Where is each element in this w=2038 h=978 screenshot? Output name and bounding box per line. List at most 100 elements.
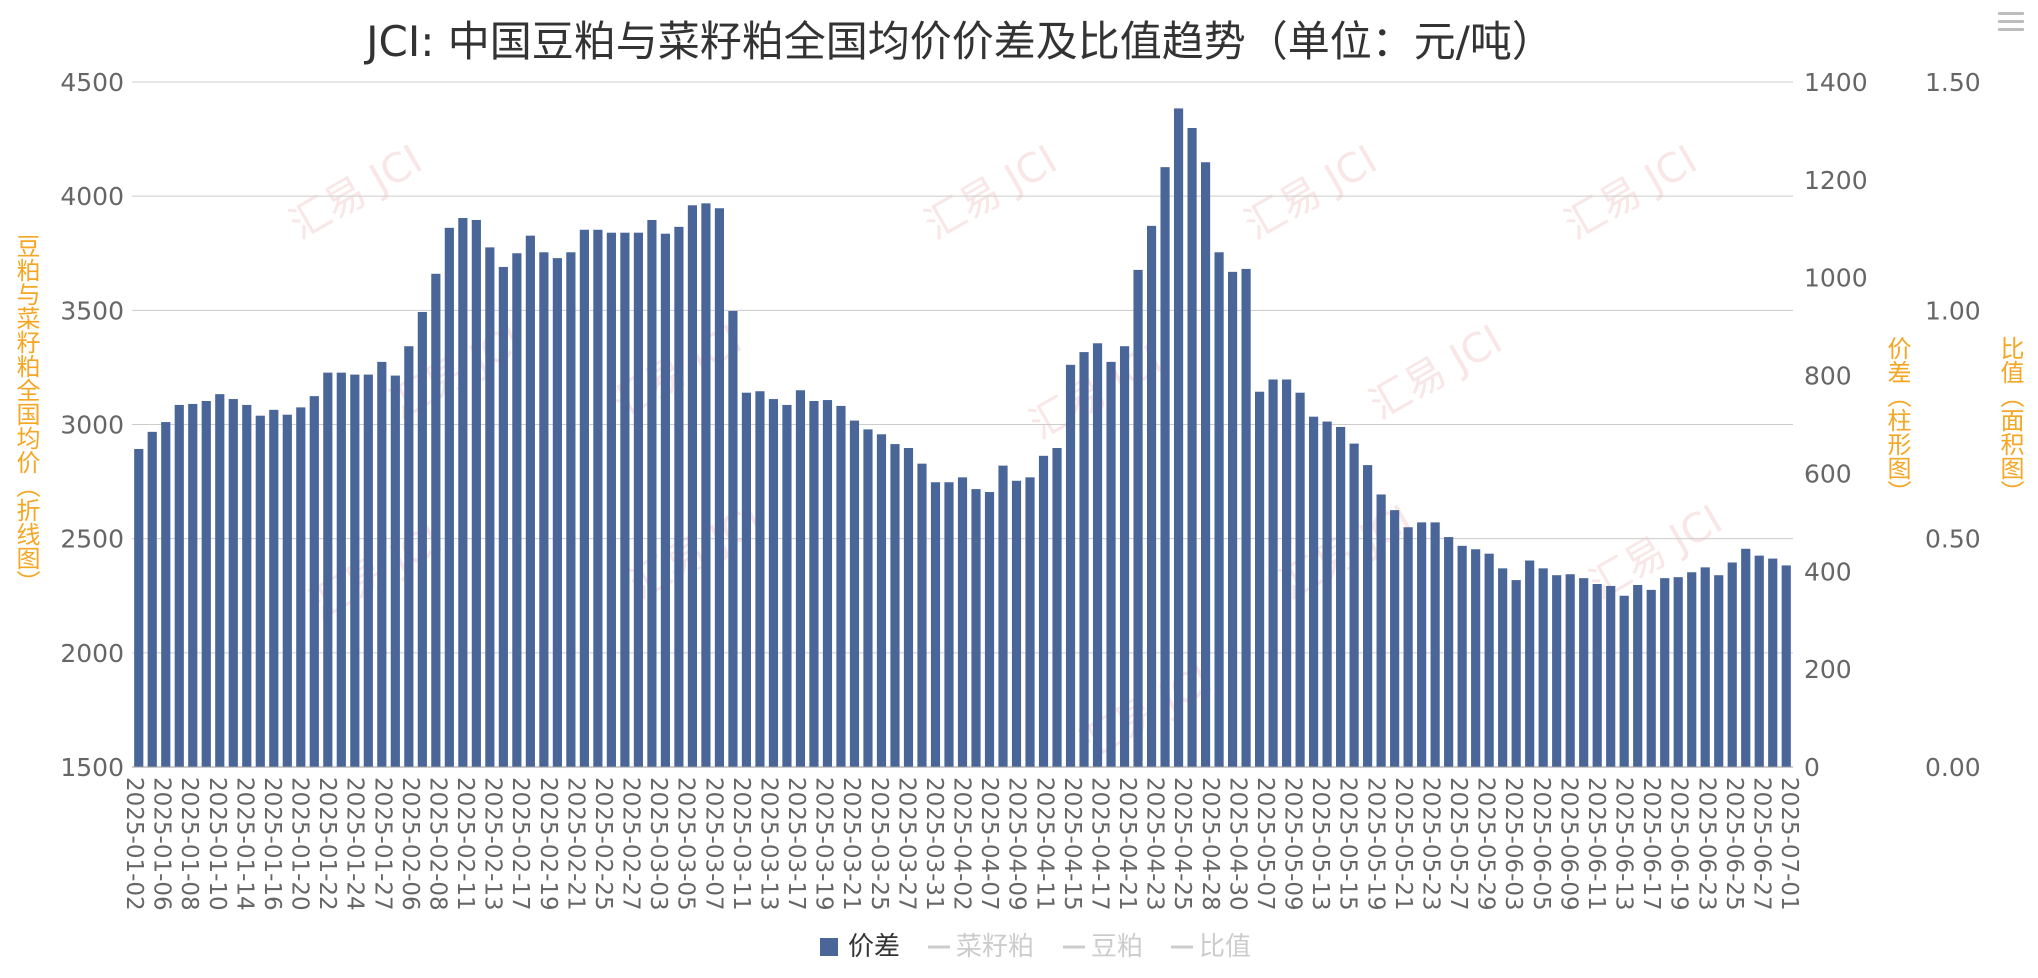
bar[interactable] [849,420,860,767]
bar[interactable] [1471,549,1481,767]
bar[interactable] [471,219,481,768]
bar[interactable] [1403,527,1413,767]
bar[interactable] [1511,580,1521,767]
bar[interactable] [269,409,279,767]
bar[interactable] [1660,578,1670,767]
bar[interactable] [701,203,711,768]
bar[interactable] [552,258,562,767]
bar[interactable] [485,247,495,767]
bar[interactable] [1079,352,1089,767]
bar[interactable] [1538,568,1548,767]
legend-item-2[interactable]: 豆粕 [1063,932,1143,962]
bar[interactable] [228,399,238,767]
bar[interactable] [296,407,306,768]
bar[interactable] [1525,560,1535,767]
bar[interactable] [458,218,468,767]
bar[interactable] [404,346,414,767]
legend-item-0[interactable]: 价差 [820,932,900,962]
bar[interactable] [728,310,738,767]
bar[interactable] [1106,361,1116,767]
bar[interactable] [1741,548,1751,767]
bar[interactable] [255,415,265,767]
bar[interactable] [1255,391,1265,767]
legend-item-3[interactable]: 比值 [1171,932,1251,962]
bar[interactable] [1214,252,1224,767]
bar[interactable] [188,403,198,767]
bar[interactable] [1781,565,1791,767]
bar[interactable] [147,431,157,767]
bar[interactable] [890,444,900,767]
bar[interactable] [309,396,319,767]
bar[interactable] [1579,578,1589,767]
bar[interactable] [998,465,1008,767]
bar[interactable] [377,361,387,767]
bar[interactable] [539,252,549,767]
bar[interactable] [1227,271,1238,767]
bar[interactable] [863,429,873,767]
bar[interactable] [1241,268,1251,767]
bar[interactable] [282,414,292,767]
bar[interactable] [1038,455,1049,767]
bar[interactable] [944,482,954,767]
bar[interactable] [1754,555,1764,767]
bar[interactable] [1295,392,1305,767]
bar[interactable] [1011,480,1022,767]
bar[interactable] [1430,522,1440,767]
bar[interactable] [174,404,184,767]
bar[interactable] [1687,572,1697,767]
bar[interactable] [512,253,522,767]
bar[interactable] [336,372,346,767]
bar[interactable] [971,489,981,767]
bar[interactable] [1376,494,1386,767]
bar[interactable] [1322,421,1332,767]
bar[interactable] [1065,364,1076,767]
bar[interactable] [1457,545,1467,767]
bar[interactable] [1498,568,1508,767]
bar[interactable] [1133,269,1143,767]
bar[interactable] [350,374,360,767]
bar[interactable] [579,229,589,767]
bar[interactable] [1052,447,1062,767]
bar[interactable] [417,311,427,767]
bar[interactable] [201,401,211,767]
bar[interactable] [1417,522,1427,767]
bar[interactable] [431,273,441,767]
bar[interactable] [215,394,225,767]
bar[interactable] [620,232,630,767]
bar[interactable] [687,205,698,768]
bar[interactable] [1646,589,1656,767]
bar[interactable] [795,390,806,767]
bar[interactable] [768,399,779,767]
bar[interactable] [917,463,927,767]
bar[interactable] [323,372,333,767]
bar[interactable] [782,404,792,767]
bar[interactable] [755,391,765,767]
bar[interactable] [161,422,171,767]
bar[interactable] [1606,585,1616,767]
bar[interactable] [930,482,941,767]
bar[interactable] [1768,558,1778,767]
bar[interactable] [1727,562,1737,767]
bar[interactable] [1633,584,1643,767]
bar[interactable] [674,226,684,767]
bar[interactable] [1309,416,1319,767]
bar[interactable] [1336,426,1346,767]
bar[interactable] [566,252,576,767]
bar[interactable] [1349,443,1359,767]
bar[interactable] [1146,225,1157,768]
legend-item-1[interactable]: 菜籽粕 [928,932,1034,962]
bar[interactable] [134,448,144,767]
bar[interactable] [647,219,657,768]
bar[interactable] [525,235,535,767]
bar[interactable] [822,400,833,767]
bar[interactable] [1268,379,1278,767]
bar[interactable] [714,208,725,768]
bar[interactable] [1552,575,1562,767]
bar[interactable] [1673,577,1683,767]
bar[interactable] [1700,567,1710,767]
bar[interactable] [1092,343,1103,767]
bar[interactable] [1363,465,1373,767]
bar[interactable] [660,233,670,767]
bar[interactable] [444,227,454,767]
menu-icon[interactable] [1998,12,2024,34]
